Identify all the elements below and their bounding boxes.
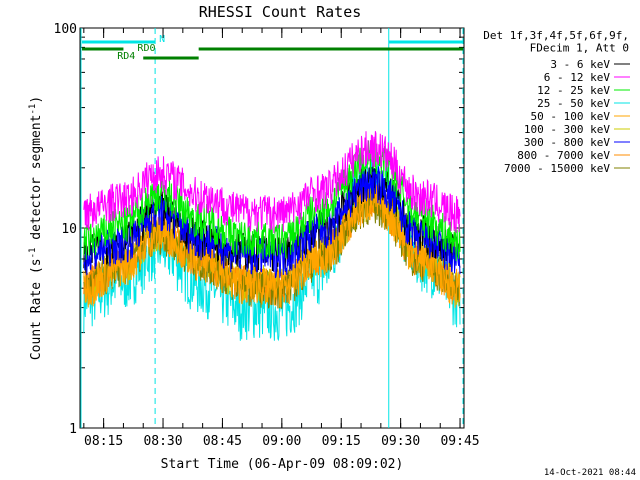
legend: Det 1f,3f,4f,5f,6f,9f,FDecim 1, Att 0 3 -… bbox=[483, 29, 630, 175]
legend-label: 100 - 300 keV bbox=[524, 123, 610, 136]
series-line bbox=[83, 186, 461, 308]
y-tick-label: 100 bbox=[54, 22, 77, 37]
legend-label: 3 - 6 keV bbox=[550, 58, 610, 71]
x-axis: 08:15 08:30 08:45 09:00 09:15 09:30 09:45 bbox=[83, 28, 480, 449]
x-tick-label: 09:15 bbox=[322, 434, 361, 449]
flag-bar-label: RD0 bbox=[137, 43, 155, 54]
legend-label: 25 - 50 keV bbox=[537, 97, 610, 110]
x-tick-label: 08:30 bbox=[143, 434, 182, 449]
legend-label: 12 - 25 keV bbox=[537, 84, 610, 97]
legend-header: Det 1f,3f,4f,5f,6f,9f, bbox=[483, 29, 629, 42]
chart-title: RHESSI Count Rates bbox=[199, 3, 362, 21]
legend-label: 7000 - 15000 keV bbox=[504, 162, 610, 175]
y-tick-label: 10 bbox=[61, 222, 77, 237]
flag-bar-label: RD4 bbox=[117, 51, 135, 62]
timestamp: 14-Oct-2021 08:44 bbox=[544, 468, 636, 478]
x-tick-label: 09:30 bbox=[381, 434, 420, 449]
legend-header: FDecim 1, Att 0 bbox=[530, 42, 629, 55]
flag-bar-label: N bbox=[159, 34, 165, 45]
legend-label: 300 - 800 keV bbox=[524, 136, 610, 149]
x-axis-label: Start Time (06-Apr-09 08:09:02) bbox=[161, 457, 404, 472]
x-tick-label: 09:45 bbox=[440, 434, 479, 449]
legend-label: 50 - 100 keV bbox=[531, 110, 611, 123]
x-tick-label: 08:15 bbox=[84, 434, 123, 449]
series-line bbox=[83, 131, 461, 234]
y-tick-label: 1 bbox=[69, 422, 77, 437]
legend-label: 800 - 7000 keV bbox=[517, 149, 610, 162]
x-tick-label: 08:45 bbox=[203, 434, 242, 449]
legend-label: 6 - 12 keV bbox=[544, 71, 611, 84]
x-tick-label: 09:00 bbox=[262, 434, 301, 449]
y-axis-label: Count Rate (s-1 detector segment-1) bbox=[28, 96, 44, 360]
series-lines bbox=[83, 131, 461, 342]
